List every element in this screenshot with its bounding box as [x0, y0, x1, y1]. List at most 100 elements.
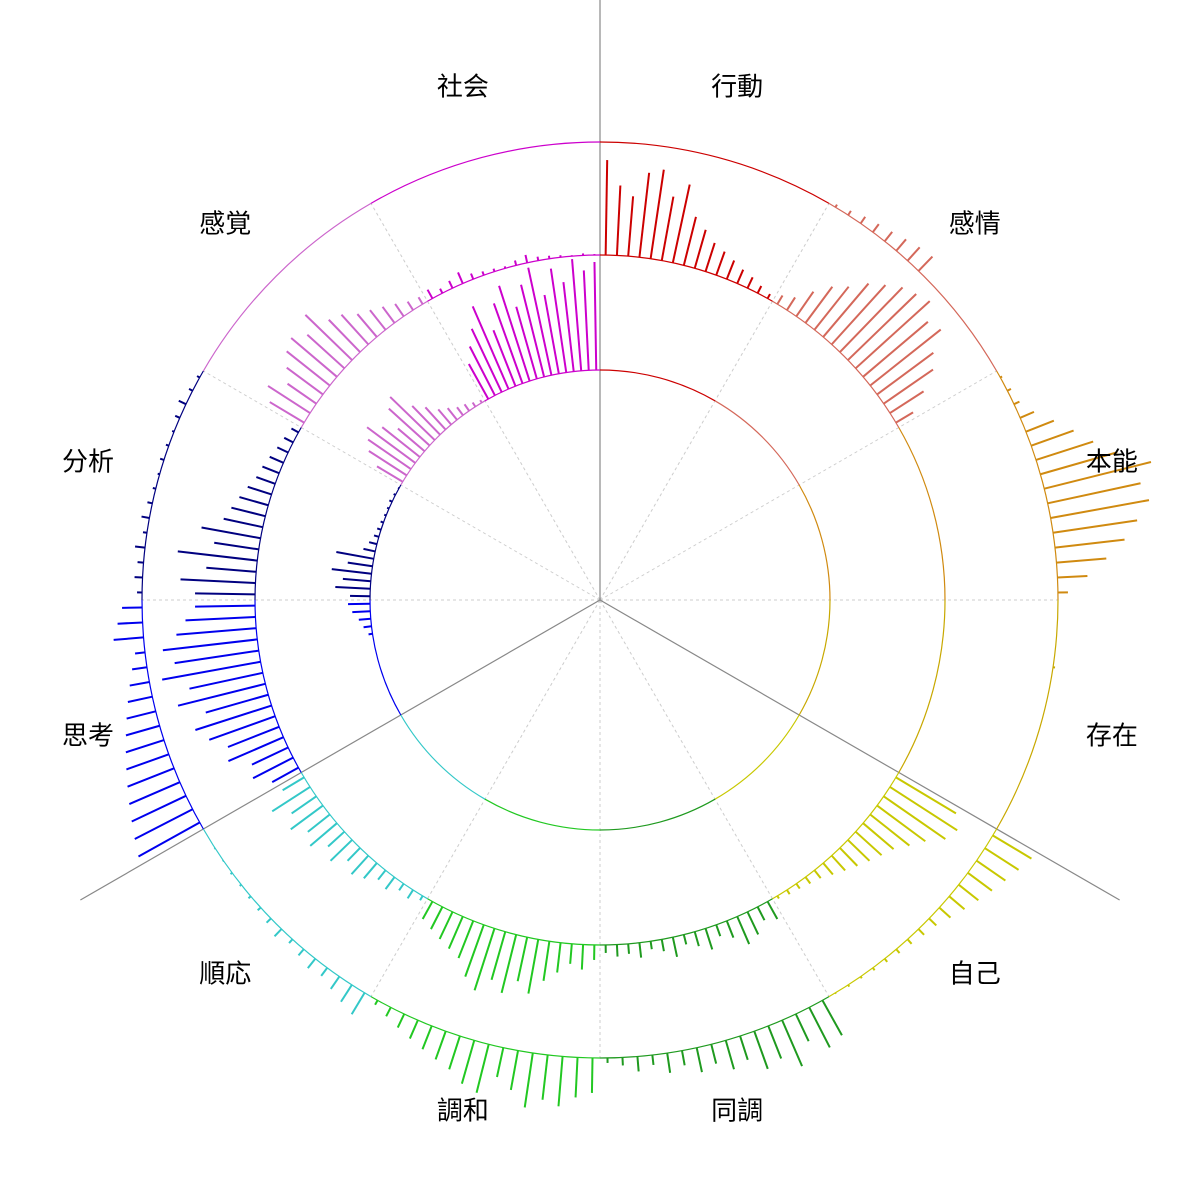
bar [126, 753, 170, 771]
bar [188, 388, 194, 392]
bar [883, 958, 888, 963]
bar [638, 172, 651, 258]
bar [869, 813, 911, 847]
bar [251, 746, 289, 766]
bar [377, 869, 387, 881]
ring-arc [141, 599, 204, 830]
bar [822, 282, 870, 338]
ring-arc [898, 599, 946, 773]
bar [388, 407, 431, 447]
bar [928, 917, 937, 927]
ring-arc [599, 141, 830, 204]
bar [869, 328, 942, 387]
bar [131, 666, 148, 671]
bar [736, 916, 751, 945]
bar [776, 895, 780, 900]
bar [229, 872, 233, 875]
bar [822, 862, 834, 876]
ring-arc [370, 996, 601, 1059]
bar [776, 294, 784, 305]
bar [307, 813, 331, 833]
bar [196, 375, 201, 379]
bar [363, 625, 372, 629]
ring-arc [369, 599, 402, 716]
bar [862, 321, 929, 378]
bar [710, 1044, 718, 1064]
bar [543, 294, 560, 374]
bar [271, 766, 299, 784]
bar [895, 238, 907, 252]
sector-label: 自己 [949, 959, 1001, 989]
bar [297, 948, 305, 956]
bar [255, 476, 276, 485]
sector-label: 感情 [949, 210, 1001, 240]
bar [159, 457, 165, 461]
bar [447, 916, 464, 950]
bar [269, 455, 284, 464]
bar [804, 286, 834, 324]
bar [329, 976, 341, 990]
bar [368, 632, 373, 636]
bar [290, 337, 338, 378]
bar [376, 465, 404, 483]
bar [1047, 482, 1141, 505]
bar [574, 1057, 579, 1098]
bar [1006, 388, 1012, 392]
bar [128, 781, 181, 805]
bar [385, 1006, 392, 1017]
sector-label: 順応 [199, 959, 251, 989]
bar [113, 636, 144, 641]
bar [854, 300, 931, 370]
bar [340, 314, 370, 346]
bar [660, 196, 675, 261]
ring-arc [714, 714, 800, 800]
bar [195, 604, 256, 608]
bar [117, 621, 143, 625]
bar [490, 931, 507, 981]
bar [162, 660, 261, 681]
bar [693, 229, 707, 269]
bar [373, 534, 380, 538]
bar [1056, 557, 1107, 564]
bar [352, 610, 371, 614]
bar [389, 396, 436, 441]
bar [839, 286, 904, 353]
bar [839, 847, 859, 867]
bar [527, 939, 540, 994]
bar [460, 1040, 476, 1084]
bar [127, 695, 153, 703]
bar [195, 704, 272, 731]
bar [524, 254, 529, 263]
bar [463, 403, 470, 412]
ring-arc [599, 798, 716, 831]
bar [231, 506, 266, 518]
bar [895, 776, 957, 815]
bar [1035, 440, 1094, 461]
ring-arc [599, 996, 830, 1059]
bar [286, 382, 317, 405]
bar [938, 906, 952, 919]
bar [134, 651, 146, 655]
ring-arc [370, 141, 601, 204]
bar [406, 889, 414, 899]
bar [134, 545, 146, 549]
bar [286, 366, 324, 396]
bar [366, 426, 416, 464]
bar [481, 271, 485, 276]
bar [457, 920, 475, 959]
bar [290, 804, 324, 831]
bar [438, 911, 454, 940]
bar [999, 375, 1003, 379]
bar [327, 830, 346, 848]
bar [228, 736, 284, 763]
bar [162, 638, 258, 652]
bar [346, 847, 361, 862]
bar [498, 285, 531, 382]
bar [347, 561, 373, 568]
bar [781, 1019, 803, 1067]
bar [681, 1050, 686, 1066]
bar [467, 363, 490, 400]
bar [876, 804, 926, 843]
bar [439, 288, 444, 294]
